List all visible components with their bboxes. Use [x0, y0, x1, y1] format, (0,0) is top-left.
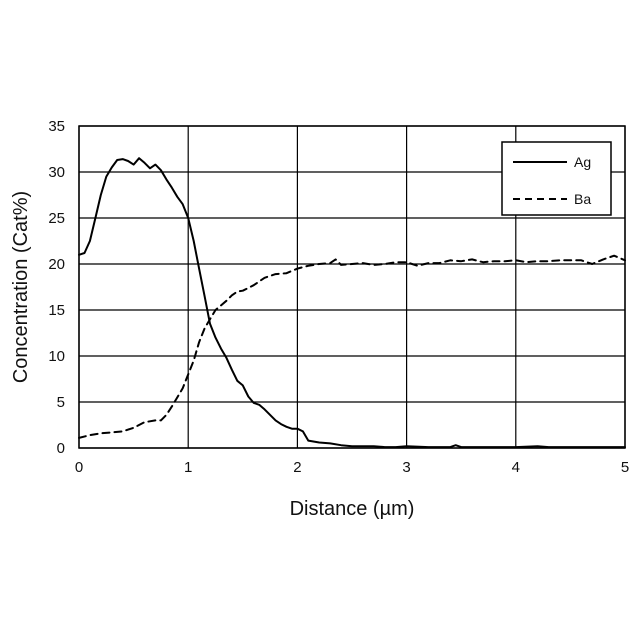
- y-tick-label: 5: [57, 394, 65, 411]
- y-tick-label: 10: [48, 348, 65, 365]
- y-tick-label: 20: [48, 256, 65, 273]
- x-tick-label: 1: [184, 459, 192, 476]
- legend-label-ag: Ag: [574, 154, 591, 170]
- y-tick-label: 35: [48, 118, 65, 135]
- y-axis-title: Concentration (Cat%): [10, 191, 32, 383]
- y-tick-label: 15: [48, 302, 65, 319]
- x-axis-title: Distance (µm): [290, 498, 415, 520]
- legend: Ag Ba: [502, 142, 611, 215]
- y-tick-label: 25: [48, 210, 65, 227]
- x-tick-label: 2: [293, 459, 301, 476]
- y-tick-label: 0: [57, 440, 65, 457]
- y-tick-label: 30: [48, 164, 65, 181]
- x-tick-label: 0: [75, 459, 83, 476]
- legend-label-ba: Ba: [574, 191, 591, 207]
- x-tick-label: 5: [621, 459, 629, 476]
- x-tick-label: 3: [402, 459, 410, 476]
- legend-box: [502, 142, 611, 215]
- x-tick-label: 4: [512, 459, 520, 476]
